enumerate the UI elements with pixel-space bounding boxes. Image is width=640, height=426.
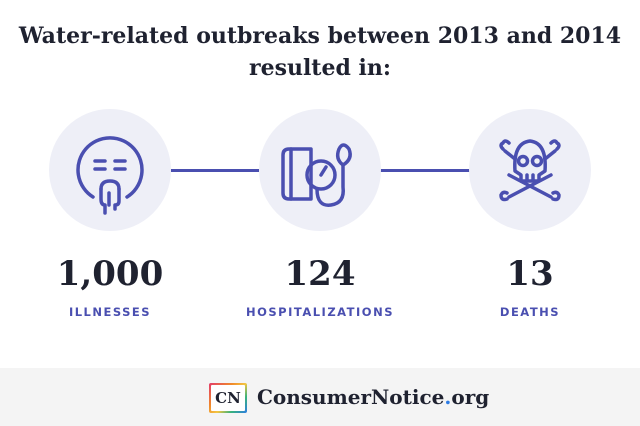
blood-pressure-icon — [281, 143, 352, 207]
hospitalizations-icon-circle — [259, 109, 381, 231]
sick-face-icon — [76, 136, 144, 215]
hospitalizations-value: 124 — [284, 254, 356, 294]
title-line-1: Water-related outbreaks between 2013 and… — [18, 23, 622, 49]
illnesses-icon-circle — [49, 109, 171, 231]
brand-dot: . — [444, 385, 452, 409]
brand-tld: org — [451, 385, 490, 409]
illnesses-value: 1,000 — [56, 254, 164, 294]
connector-line-right — [380, 169, 472, 172]
brand-name: ConsumerNotice.org — [257, 382, 489, 412]
brand-main: ConsumerNotice — [257, 385, 445, 409]
deaths-label: DEATHS — [499, 305, 561, 319]
infographic-title: Water-related outbreaks between 2013 and… — [0, 20, 640, 84]
logo-text: CN — [211, 385, 245, 411]
hospitalizations-label: HOSPITALIZATIONS — [245, 305, 394, 319]
skull-crossbones-icon — [499, 139, 561, 202]
title-line-2: resulted in: — [248, 55, 391, 81]
footer-bar: CN ConsumerNotice.org — [0, 368, 640, 426]
illnesses-label: ILLNESSES — [68, 305, 152, 319]
connector-line-left — [171, 169, 259, 172]
consumernotice-logo: CN — [209, 383, 247, 413]
deaths-icon-circle — [469, 109, 591, 231]
deaths-value: 13 — [506, 254, 554, 294]
